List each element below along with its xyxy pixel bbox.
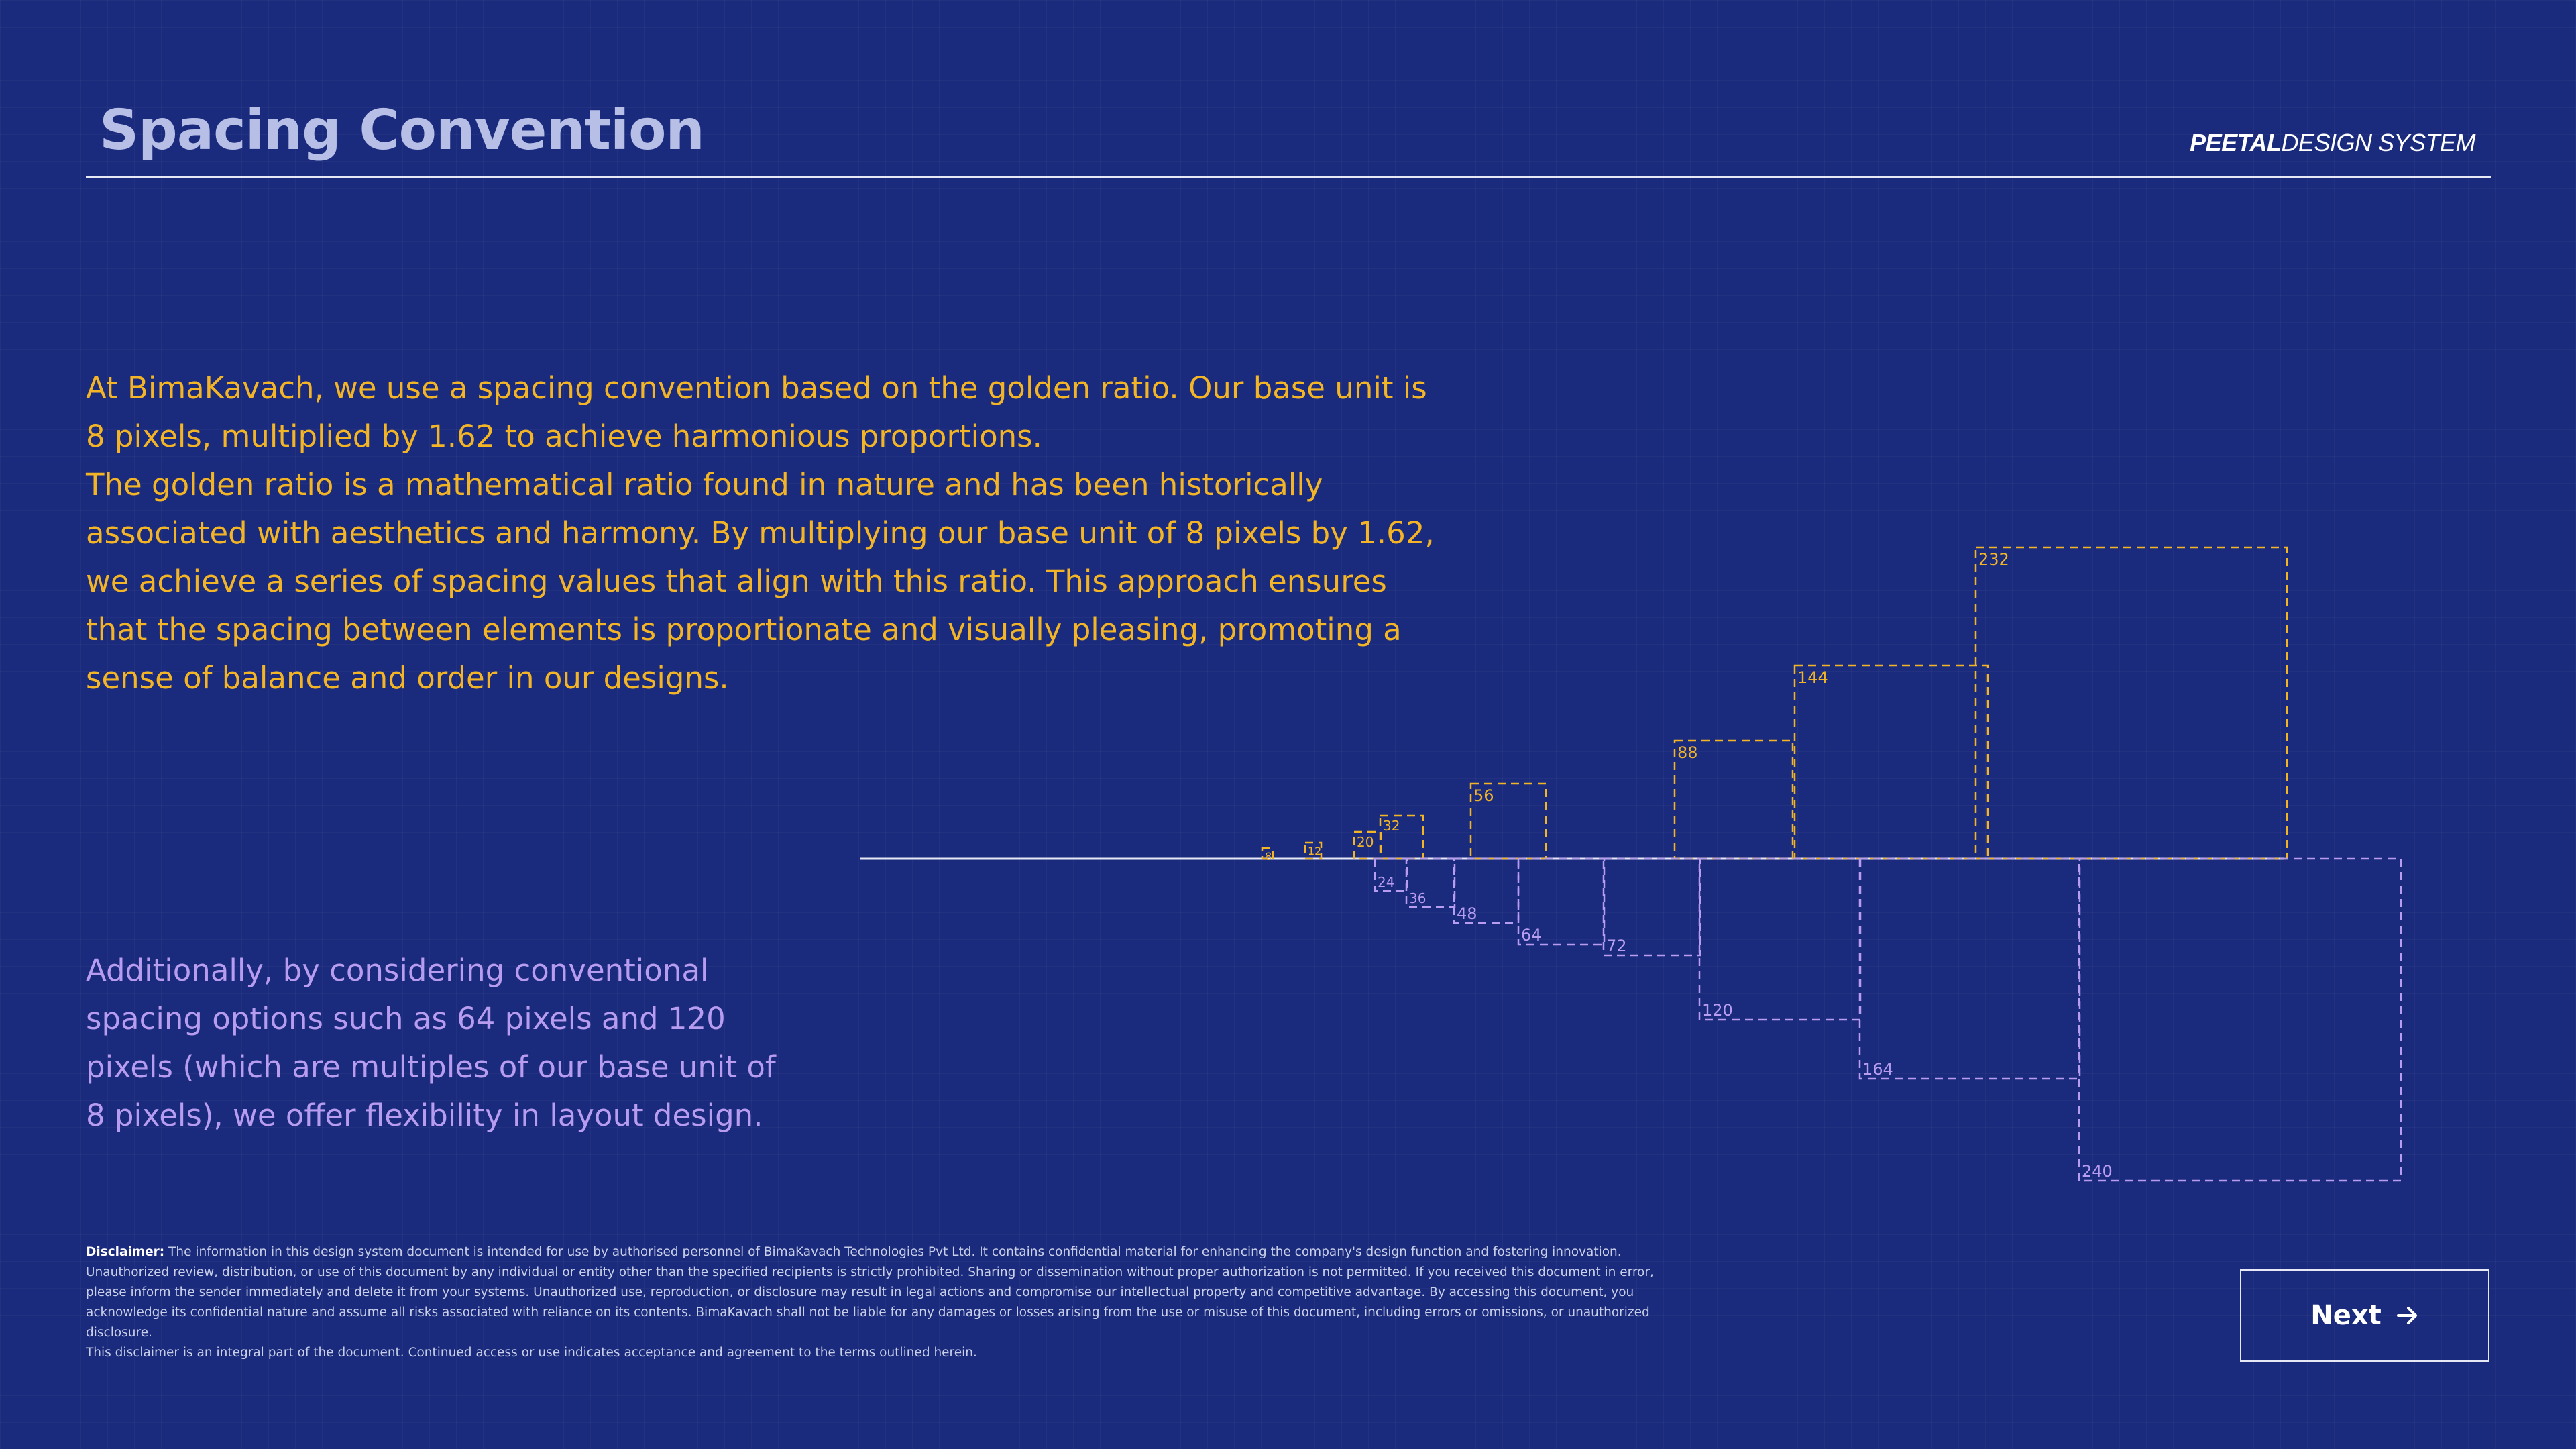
golden-label-232: 232 (1978, 550, 2009, 569)
golden-label-12: 12 (1308, 845, 1321, 857)
conventional-label-24: 24 (1378, 874, 1394, 890)
disclaimer: Disclaimer: The information in this desi… (86, 1242, 1682, 1363)
golden-label-20: 20 (1357, 834, 1374, 850)
conventional-box-164 (1858, 857, 2081, 1080)
golden-label-144: 144 (1797, 668, 1828, 687)
brand-name: PEETAL (2190, 129, 2282, 156)
conventional-label-164: 164 (1862, 1060, 1893, 1079)
header-divider (86, 176, 2491, 178)
conventional-label-240: 240 (2082, 1162, 2113, 1181)
arrow-right-icon (2396, 1307, 2417, 1324)
brand-wordmark: PEETALDESIGN SYSTEM (2190, 129, 2475, 157)
intro-paragraph-2: The golden ratio is a mathematical ratio… (86, 467, 1435, 696)
conventional-label-64: 64 (1521, 926, 1542, 945)
golden-label-56: 56 (1473, 786, 1494, 805)
intro-paragraph-1: At BimaKavach, we use a spacing conventi… (86, 370, 1427, 454)
conventional-spacing-text: Additionally, by considering conventiona… (86, 953, 776, 1133)
conventional-label-120: 120 (1702, 1001, 1733, 1020)
disclaimer-footer: This disclaimer is an integral part of t… (86, 1346, 977, 1360)
golden-label-88: 88 (1677, 743, 1698, 762)
conventional-label-48: 48 (1457, 904, 1477, 923)
conventional-box-72 (1602, 857, 1701, 957)
intro-text: At BimaKavach, we use a spacing conventi… (86, 364, 1441, 702)
conventional-box-240 (2078, 857, 2402, 1182)
brand-suffix: DESIGN SYSTEM (2281, 129, 2475, 156)
conventional-boxes: 24 36 48 64 72 120 164 240 (1374, 857, 2402, 1182)
disclaimer-text: The information in this design system do… (86, 1245, 1654, 1340)
conventional-label-72: 72 (1606, 936, 1627, 955)
disclaimer-lead: Disclaimer: (86, 1245, 165, 1259)
golden-box-12 (1304, 841, 1323, 860)
page-title: Spacing Convention (99, 99, 705, 162)
golden-box-8 (1261, 847, 1274, 860)
conventional-label-36: 36 (1409, 890, 1426, 906)
golden-label-8: 8 (1265, 850, 1272, 863)
next-button[interactable]: Next (2240, 1269, 2489, 1362)
golden-label-32: 32 (1383, 818, 1400, 834)
golden-box-144 (1793, 664, 1989, 860)
disclaimer-body: Disclaimer: The information in this desi… (86, 1242, 1682, 1343)
next-button-label: Next (2310, 1300, 2382, 1331)
conventional-box-120 (1698, 857, 1862, 1021)
golden-ratio-boxes: 8 12 20 32 56 88 144 232 (1261, 546, 2288, 863)
golden-box-232 (1974, 546, 2288, 860)
